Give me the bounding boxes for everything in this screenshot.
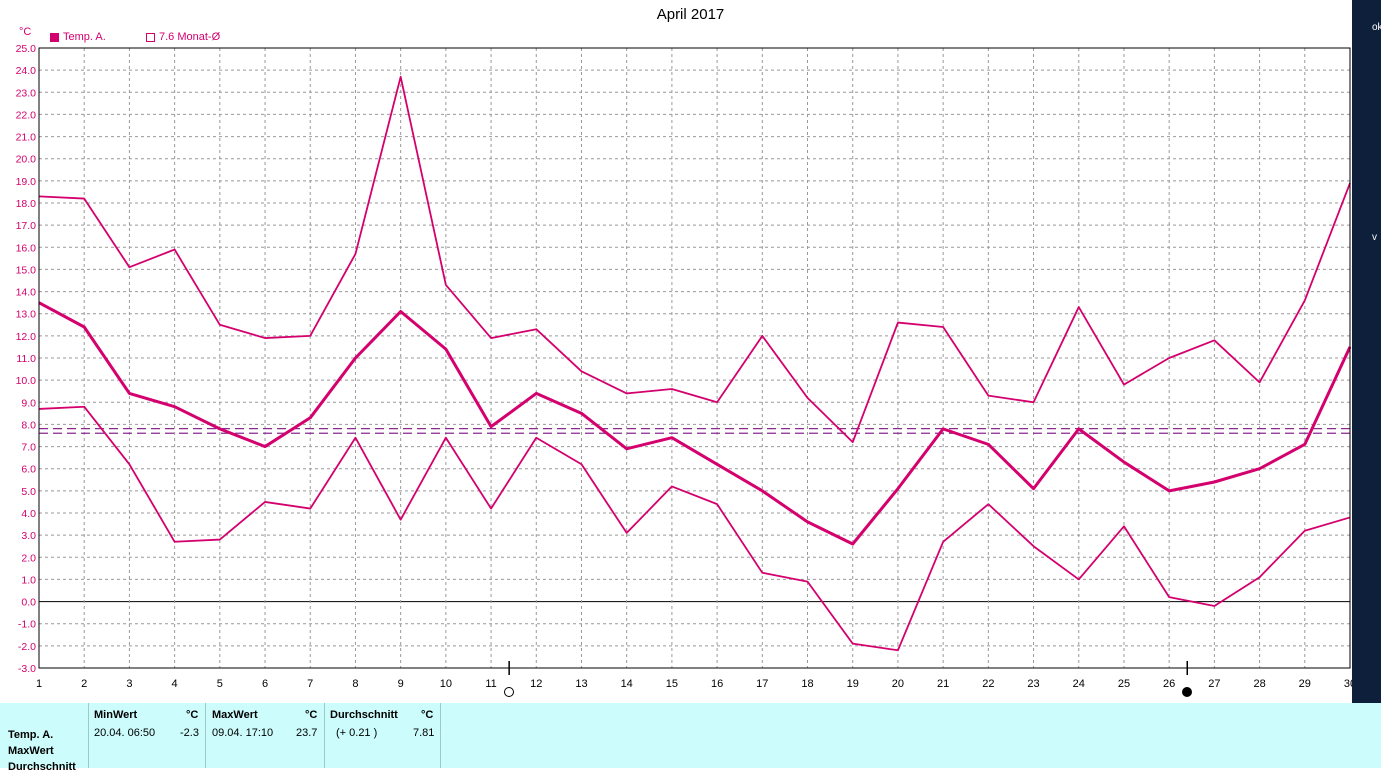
row-label-avg: Durchschnitt — [8, 761, 76, 773]
statistics-table: Temp. A. MaxWert Durchschnitt MinWert °C… — [0, 703, 1381, 773]
avg-unit: °C — [421, 709, 434, 721]
x-tick-label: 14 — [621, 678, 633, 690]
edge-glyph: ok — [1372, 22, 1381, 33]
x-tick-label: 23 — [1027, 678, 1039, 690]
x-tick-label: 1 — [36, 678, 42, 690]
chart-title: April 2017 — [656, 6, 725, 23]
y-tick-label: 4.0 — [21, 508, 36, 520]
x-tick-label: 13 — [575, 678, 587, 690]
avg-delta: (+ 0.21 ) — [336, 727, 378, 739]
min-date: 20.04. 06:50 — [94, 727, 156, 739]
y-tick-label: -1.0 — [18, 619, 36, 631]
x-tick-label: 25 — [1118, 678, 1130, 690]
x-tick-label: 18 — [801, 678, 813, 690]
x-tick-label: 11 — [485, 678, 496, 690]
x-tick-label: 10 — [440, 678, 452, 690]
series-lines — [38, 75, 1352, 652]
legend-swatch-filled — [50, 32, 59, 42]
max-unit: °C — [305, 709, 318, 721]
y-tick-label: 17.0 — [16, 220, 37, 232]
series-max-line — [38, 75, 1351, 444]
x-tick-label: 24 — [1073, 678, 1085, 690]
x-tick-label: 5 — [217, 678, 223, 690]
new-moon-icon — [1182, 687, 1193, 697]
x-tick-label: 3 — [126, 678, 132, 690]
y-tick-label: 5.0 — [21, 486, 36, 498]
x-tick-label: 16 — [711, 678, 723, 690]
legend-label-temp: Temp. A. — [63, 31, 106, 43]
y-tick-label: 10.0 — [16, 375, 37, 387]
series-min-line — [38, 405, 1351, 652]
y-tick-label: 25.0 — [16, 43, 37, 55]
avg-value: 7.81 — [413, 727, 435, 739]
x-tick-label: 17 — [756, 678, 768, 690]
x-tick-label: 4 — [172, 678, 178, 690]
min-value: -2.3 — [180, 727, 199, 739]
x-tick-label: 8 — [352, 678, 358, 690]
y-tick-label: 9.0 — [21, 397, 36, 409]
legend-swatch-outline — [146, 32, 155, 42]
max-header: MaxWert — [212, 709, 258, 721]
max-date: 09.04. 17:10 — [212, 727, 274, 739]
y-tick-label: 24.0 — [16, 65, 37, 77]
series-avg-line — [38, 301, 1352, 546]
plot-frame — [38, 47, 1351, 669]
y-tick-label: 13.0 — [16, 309, 37, 321]
y-tick-label: 1.0 — [21, 574, 36, 586]
y-tick-label: 16.0 — [16, 242, 37, 254]
y-tick-label: 7.0 — [21, 442, 36, 454]
x-tick-label: 6 — [262, 678, 268, 690]
x-tick-label: 9 — [398, 678, 404, 690]
grid-lines — [38, 47, 1351, 669]
x-tick-label: 22 — [982, 678, 994, 690]
y-tick-label: 23.0 — [16, 87, 37, 99]
y-tick-label: 15.0 — [16, 264, 37, 276]
y-tick-label: 20.0 — [16, 154, 37, 166]
y-tick-label: 19.0 — [16, 176, 37, 188]
x-tick-label: 28 — [1253, 678, 1265, 690]
x-tick-label: 20 — [892, 678, 904, 690]
y-tick-label: 18.0 — [16, 198, 37, 210]
x-tick-label: 7 — [307, 678, 313, 690]
y-tick-labels: 25.0 24.0 23.0 22.0 21.0 20.0 19.0 18.0 17.0 16.0… — [16, 43, 37, 675]
full-moon-icon — [504, 687, 515, 697]
y-tick-label: -2.0 — [18, 641, 36, 653]
x-tick-label: 27 — [1208, 678, 1220, 690]
y-tick-label: 3.0 — [21, 530, 36, 542]
y-tick-label: 2.0 — [21, 552, 36, 564]
max-value: 23.7 — [296, 727, 318, 739]
x-tick-labels: 1 2 3 4 5 6 7 8 9 10 11 12 13 14 15 16 17 18 19 20 21 22 23 24 2… — [36, 661, 1356, 690]
y-tick-label: -3.0 — [18, 663, 36, 675]
x-tick-label: 19 — [847, 678, 859, 690]
y-tick-label: 8.0 — [21, 419, 36, 431]
y-tick-label: 0.0 — [21, 597, 36, 609]
avg-header: Durchschnitt — [330, 709, 398, 721]
y-tick-label: 11.0 — [16, 353, 36, 365]
x-tick-label: 2 — [81, 678, 87, 690]
y-tick-label: 12.0 — [16, 331, 37, 343]
desktop-edge-strip: ok v — [1352, 0, 1381, 703]
legend-item-temp: Temp. A. — [50, 31, 106, 43]
edge-glyph: v — [1372, 232, 1377, 243]
y-tick-label: 14.0 — [16, 287, 37, 299]
x-tick-label: 21 — [937, 678, 949, 690]
legend-label-month-avg: 7.6 Monat-Ø — [159, 31, 221, 43]
y-tick-label: 22.0 — [16, 109, 37, 121]
row-label-temp: Temp. A. — [8, 729, 54, 741]
temperature-chart: 25.024.023.022.021.020.019.018.017.016.0… — [16, 43, 1357, 690]
x-tick-label: 26 — [1163, 678, 1175, 690]
min-header: MinWert — [94, 709, 138, 721]
reference-lines — [39, 428, 1350, 434]
y-axis-unit: °C — [19, 26, 32, 38]
x-tick-label: 12 — [530, 678, 542, 690]
x-tick-label: 29 — [1299, 678, 1311, 690]
row-label-max: MaxWert — [8, 745, 54, 757]
legend-item-month-avg: 7.6 Monat-Ø — [146, 31, 220, 43]
y-tick-label: 6.0 — [21, 464, 36, 476]
min-unit: °C — [186, 709, 199, 721]
x-tick-label: 15 — [666, 678, 678, 690]
y-tick-label: 21.0 — [16, 132, 37, 144]
